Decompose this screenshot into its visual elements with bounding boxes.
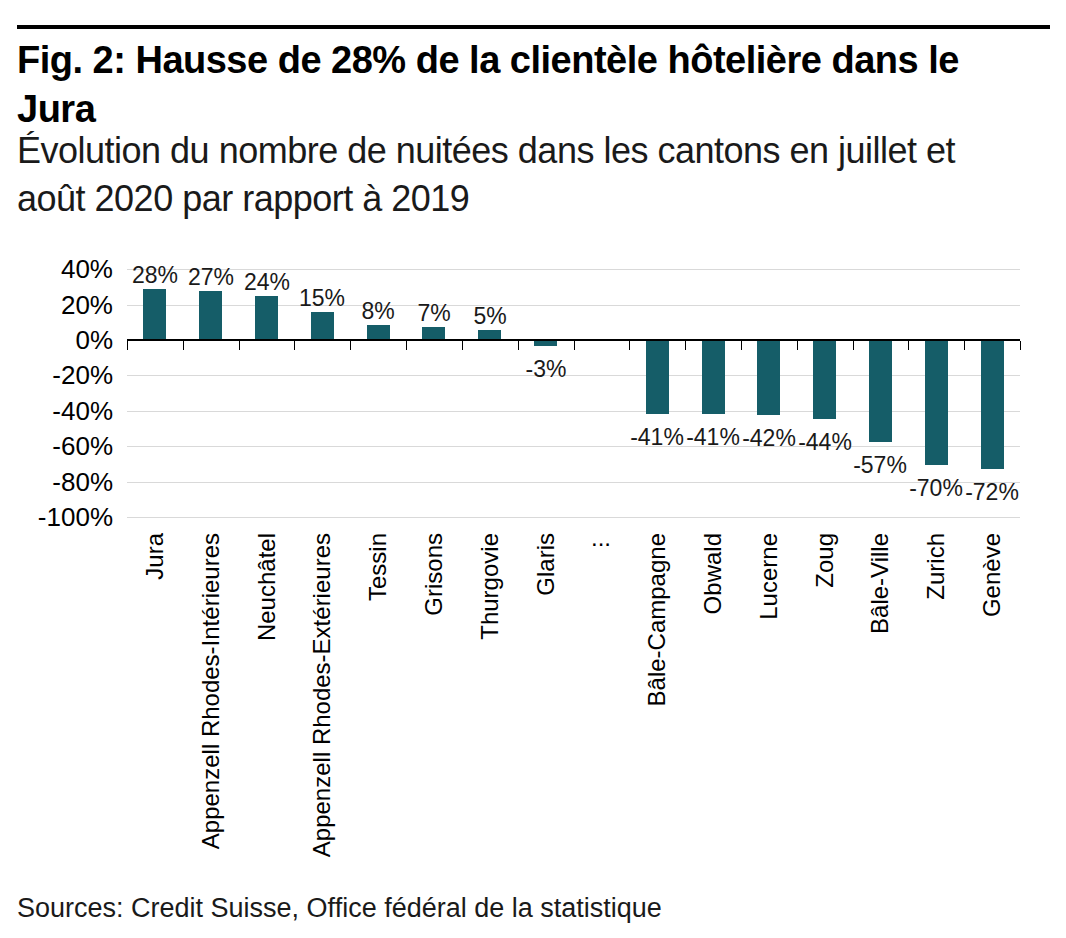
bar — [869, 341, 892, 442]
bar — [757, 341, 780, 415]
y-axis-label: 40% — [0, 254, 113, 284]
category-label: Thurgovie — [477, 533, 503, 640]
tick-mark — [629, 341, 630, 350]
gridline — [127, 517, 1020, 518]
category-label: Appenzell Rhodes-Extérieures — [309, 533, 335, 857]
tick-mark — [574, 341, 575, 350]
category-label: Tessin — [365, 533, 391, 601]
bar — [646, 341, 669, 414]
bar — [143, 289, 166, 339]
bar — [981, 341, 1004, 469]
tick-mark — [406, 341, 407, 350]
tick-mark — [797, 341, 798, 350]
tick-mark — [908, 341, 909, 350]
bar — [367, 325, 390, 339]
category-label: Jura — [142, 533, 168, 580]
tick-mark — [964, 341, 965, 350]
category-label: Bâle-Campagne — [644, 533, 670, 706]
tick-mark — [685, 341, 686, 350]
bar — [478, 330, 501, 339]
category-label: Lucerne — [756, 533, 782, 620]
bar-value-label: -3% — [500, 356, 592, 382]
category-label: Bâle-Ville — [867, 533, 893, 634]
y-axis-label: -80% — [0, 467, 113, 497]
tick-mark — [518, 341, 519, 350]
bar — [311, 312, 334, 339]
category-label: Neuchâtel — [254, 533, 280, 641]
tick-mark — [350, 341, 351, 350]
tick-mark — [741, 341, 742, 350]
bar — [255, 296, 278, 339]
bar — [199, 291, 222, 339]
category-label: Genève — [979, 533, 1005, 617]
category-label: Glaris — [533, 533, 559, 596]
tick-mark — [1020, 341, 1021, 350]
bar — [925, 341, 948, 465]
bar — [702, 341, 725, 414]
y-axis-label: -100% — [0, 502, 113, 532]
figure-page: Fig. 2: Hausse de 28% de la clientèle hô… — [0, 0, 1066, 938]
bar-chart: 40%20%0%-20%-40%-60%-80%-100%28%27%24%15… — [0, 0, 1066, 938]
category-label-ellipsis: ... — [576, 525, 626, 551]
bar-value-label: -72% — [946, 479, 1038, 505]
category-label: Obwald — [700, 533, 726, 614]
tick-mark — [239, 341, 240, 350]
y-axis-label: -60% — [0, 431, 113, 461]
tick-mark — [462, 341, 463, 350]
category-label: Appenzell Rhodes-Intérieures — [198, 533, 224, 849]
source-note: Sources: Credit Suisse, Office fédéral d… — [17, 892, 1057, 924]
category-label: Zurich — [923, 533, 949, 600]
tick-mark — [127, 341, 128, 350]
tick-mark — [294, 341, 295, 350]
bar — [422, 327, 445, 339]
tick-mark — [183, 341, 184, 350]
y-axis-label: -40% — [0, 396, 113, 426]
category-label: Grisons — [421, 533, 447, 616]
category-label: Zoug — [812, 533, 838, 588]
tick-mark — [853, 341, 854, 350]
bar-value-label: 5% — [444, 303, 536, 329]
gridline — [127, 446, 1020, 447]
bar — [534, 341, 557, 346]
gridline — [127, 482, 1020, 483]
y-axis-label: -20% — [0, 360, 113, 390]
bar — [813, 341, 836, 419]
y-axis-label: 20% — [0, 290, 113, 320]
y-axis-label: 0% — [0, 325, 113, 355]
